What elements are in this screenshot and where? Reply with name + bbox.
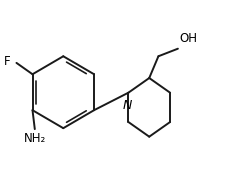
Text: NH₂: NH₂	[24, 132, 46, 145]
Text: OH: OH	[178, 32, 196, 45]
Text: N: N	[122, 99, 132, 112]
Text: F: F	[4, 55, 11, 68]
